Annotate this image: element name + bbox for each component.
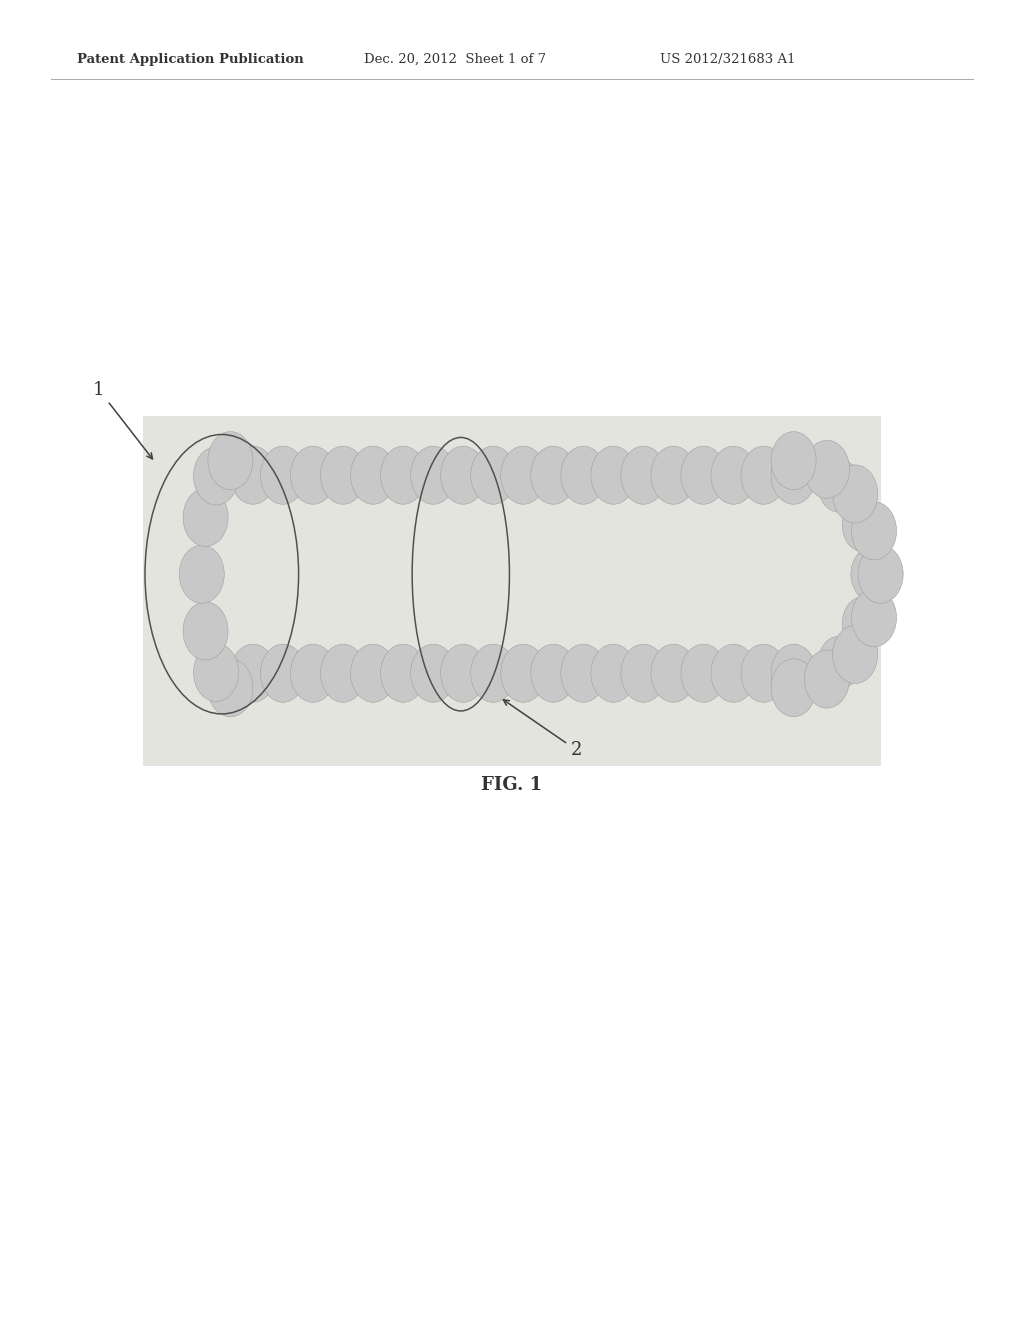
Circle shape xyxy=(321,446,366,504)
Circle shape xyxy=(411,446,456,504)
Text: FIG. 1: FIG. 1 xyxy=(481,776,543,795)
Circle shape xyxy=(471,644,516,702)
Circle shape xyxy=(440,446,485,504)
Circle shape xyxy=(194,447,239,506)
Circle shape xyxy=(771,446,816,504)
Circle shape xyxy=(621,446,666,504)
Circle shape xyxy=(350,644,395,702)
Circle shape xyxy=(530,446,575,504)
Circle shape xyxy=(591,446,636,504)
Circle shape xyxy=(381,644,426,702)
Circle shape xyxy=(561,644,606,702)
Circle shape xyxy=(291,644,336,702)
Circle shape xyxy=(851,548,892,601)
Circle shape xyxy=(651,644,696,702)
Circle shape xyxy=(852,589,897,647)
Circle shape xyxy=(833,465,878,523)
Circle shape xyxy=(208,659,253,717)
Circle shape xyxy=(471,446,516,504)
Circle shape xyxy=(208,432,253,490)
Circle shape xyxy=(183,488,228,546)
Circle shape xyxy=(805,441,850,499)
Circle shape xyxy=(741,644,786,702)
Circle shape xyxy=(711,644,756,702)
Circle shape xyxy=(818,459,859,512)
Circle shape xyxy=(561,446,606,504)
Circle shape xyxy=(530,644,575,702)
Circle shape xyxy=(818,636,859,689)
Circle shape xyxy=(771,644,816,702)
Circle shape xyxy=(591,644,636,702)
Circle shape xyxy=(711,446,756,504)
Circle shape xyxy=(260,446,305,504)
Circle shape xyxy=(194,643,239,701)
Circle shape xyxy=(291,446,336,504)
Circle shape xyxy=(501,446,546,504)
Circle shape xyxy=(411,644,456,702)
Text: 2: 2 xyxy=(504,700,583,759)
Circle shape xyxy=(381,446,426,504)
Circle shape xyxy=(350,446,395,504)
Text: 1: 1 xyxy=(93,381,153,459)
Text: US 2012/321683 A1: US 2012/321683 A1 xyxy=(660,53,796,66)
Circle shape xyxy=(771,432,816,490)
Circle shape xyxy=(741,446,786,504)
Circle shape xyxy=(681,644,726,702)
Circle shape xyxy=(852,502,897,560)
Circle shape xyxy=(651,446,696,504)
Circle shape xyxy=(805,649,850,708)
Text: Dec. 20, 2012  Sheet 1 of 7: Dec. 20, 2012 Sheet 1 of 7 xyxy=(364,53,546,66)
Circle shape xyxy=(321,644,366,702)
Circle shape xyxy=(858,545,903,603)
Text: Patent Application Publication: Patent Application Publication xyxy=(77,53,303,66)
Circle shape xyxy=(621,644,666,702)
Circle shape xyxy=(230,446,275,504)
Circle shape xyxy=(440,644,485,702)
Circle shape xyxy=(179,545,224,603)
Circle shape xyxy=(843,597,884,651)
Bar xyxy=(143,416,881,766)
Circle shape xyxy=(843,498,884,552)
Circle shape xyxy=(681,446,726,504)
Circle shape xyxy=(501,644,546,702)
Circle shape xyxy=(230,644,275,702)
Circle shape xyxy=(260,644,305,702)
Circle shape xyxy=(183,602,228,660)
Circle shape xyxy=(833,626,878,684)
Circle shape xyxy=(771,659,816,717)
